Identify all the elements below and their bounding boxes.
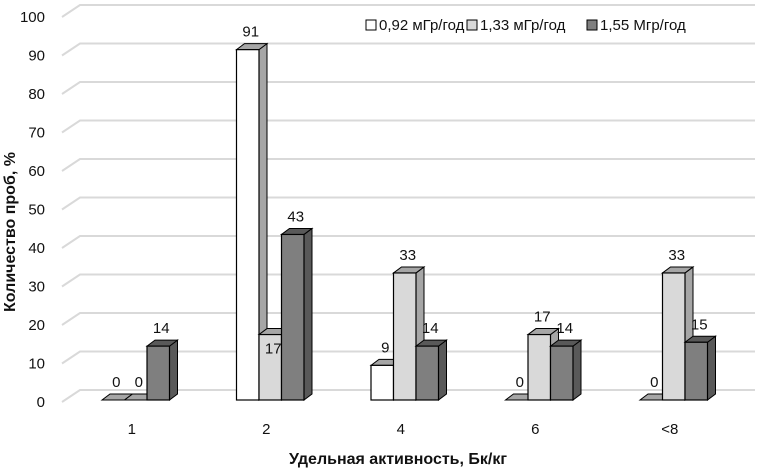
data-label: 91 [242,24,259,41]
legend-swatch [365,19,377,31]
x-tick-label: 1 [128,421,136,438]
bar-side [572,339,582,401]
gridline [61,312,755,326]
gridline [61,158,755,172]
bar-side [303,227,313,401]
y-axis-title: Количество проб, % [2,152,19,312]
x-axis-ticks: 1 2 4 6 <8 [128,421,679,438]
gridline [61,273,755,288]
gridline [61,42,755,57]
data-label: 14 [556,320,573,337]
legend-swatch [466,19,478,31]
legend-item: 1,33 мГр/год [466,17,566,34]
legend-label: 1,55 Мгр/год [600,17,686,34]
data-label: 14 [153,320,170,337]
y-tick-label: 70 [28,125,45,142]
x-tick-label: <8 [661,421,678,438]
bar-front [415,345,440,401]
bar: 14 [145,320,179,401]
bar: 14 [549,320,583,401]
bar-front [549,345,574,401]
y-tick-label: 10 [28,356,45,373]
bar-side [169,339,178,401]
bar-front [392,272,417,401]
y-axis-ticks: 0 10 20 30 40 50 60 70 80 90 100 [20,9,45,411]
data-label: 9 [381,339,389,356]
bar-front [370,364,395,401]
data-label: 17 [534,309,551,326]
x-axis-title: Удельная активность, Бк/кг [289,451,507,468]
gridline [61,4,755,18]
y-tick-label: 90 [28,48,45,65]
data-label: 0 [135,374,143,391]
data-label: 43 [287,208,304,225]
gridline [61,235,755,249]
x-tick-label: 2 [262,421,270,438]
bar: 91 [235,24,269,401]
bar-front [527,333,552,401]
gridlines [61,4,755,403]
gridline [61,119,755,134]
data-label: 0 [112,374,120,391]
bar-side [438,339,447,401]
gridline [61,196,755,211]
y-tick-label: 80 [28,86,45,103]
x-tick-label: 6 [531,421,539,438]
bar: 14 [414,320,448,401]
y-tick-label: 30 [28,279,45,296]
bar-side [707,335,716,401]
y-tick-label: 50 [28,202,45,219]
data-label: 0 [516,374,524,391]
legend-label: 1,33 мГр/год [480,17,566,34]
bar: 0 [100,374,134,401]
bar: 15 [683,316,717,401]
x-tick-label: 4 [397,421,405,438]
legend-swatch [586,19,598,31]
data-label: 33 [668,247,685,264]
bar-front [684,341,709,401]
data-label: 33 [399,247,416,264]
data-label: 15 [691,316,708,333]
y-tick-label: 60 [28,163,45,180]
legend-item: 0,92 мГр/год [365,17,465,34]
legend-label: 0,92 мГр/год [379,17,465,34]
bar: 43 [280,208,314,401]
y-tick-label: 40 [28,240,45,257]
y-tick-label: 0 [37,394,45,411]
gridline [61,81,755,95]
data-label: 17 [265,341,282,358]
data-label: 0 [650,374,658,391]
bar-front [235,49,260,401]
y-tick-label: 20 [28,317,45,334]
legend: 0,92 мГр/год 1,33 мГр/год 1,55 Мгр/год [365,17,686,34]
bar-front [280,233,305,401]
legend-item: 1,55 Мгр/год [586,17,686,34]
y-tick-label: 100 [20,9,45,26]
data-label: 14 [422,320,439,337]
bar-front [146,345,171,401]
bar-front [661,272,686,401]
